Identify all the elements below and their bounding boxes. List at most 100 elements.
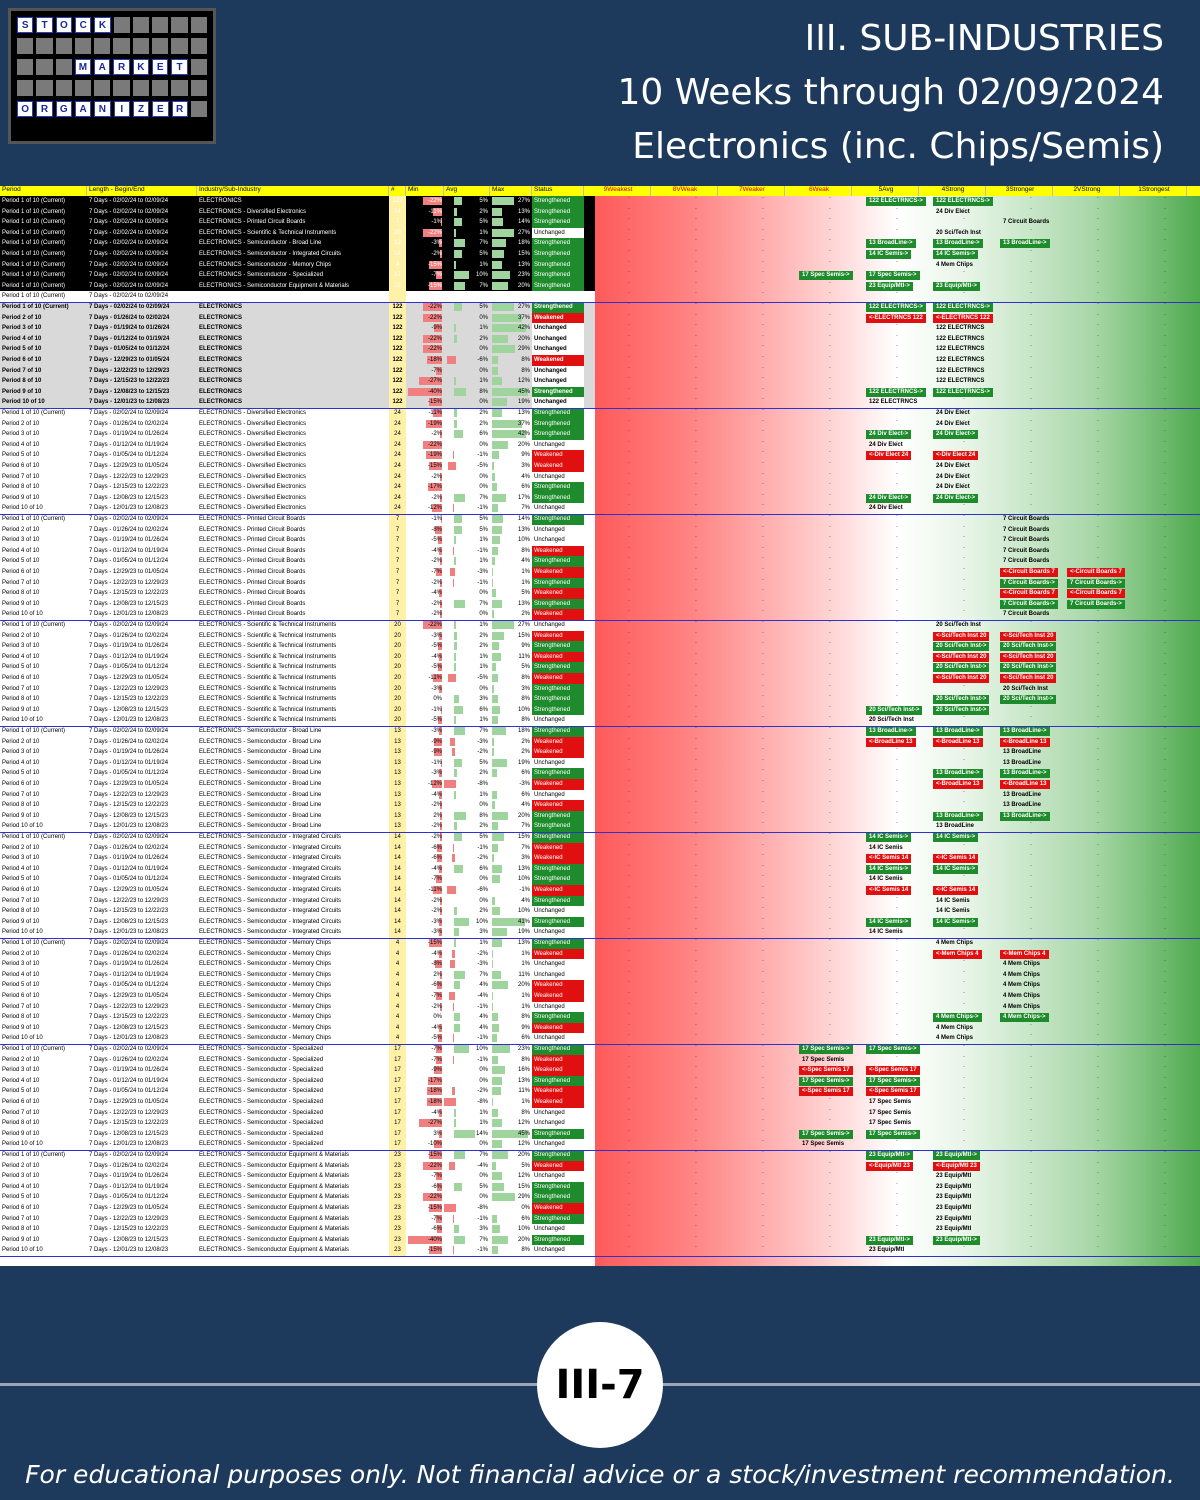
empty-bin-dot: . <box>963 1009 965 1016</box>
avg-bar <box>454 1235 465 1244</box>
column-header[interactable]: 2VStrong <box>1053 186 1120 196</box>
period-cell: Period 9 of 10 <box>2 494 40 501</box>
count-cell: 14 <box>389 906 406 917</box>
empty-bin-dot: . <box>628 542 630 550</box>
length-cell: 7 Days - 02/02/24 to 02/09/24 <box>89 516 169 522</box>
avg-value: 0% <box>479 876 488 883</box>
column-header[interactable]: 9Weakest <box>584 186 651 196</box>
min-cell: -3% <box>406 927 444 938</box>
column-header[interactable]: Industry/Sub-Industry <box>197 186 389 196</box>
column-header[interactable]: 3Stronger <box>986 186 1053 196</box>
avg-cell: 7% <box>444 599 490 610</box>
avg-cell: -8% <box>444 1097 490 1108</box>
column-header[interactable]: Length - Begin/End <box>87 186 197 196</box>
status-cell: Weakened <box>532 450 584 461</box>
empty-bin-dot: . <box>695 1147 697 1154</box>
avg-value: -3% <box>477 738 488 745</box>
avg-value: 10% <box>475 1046 488 1052</box>
min-value: -2% <box>431 908 442 915</box>
status-cell: Unchanged <box>532 715 584 726</box>
empty-bin-dot: . <box>896 1147 898 1154</box>
empty-bin-dot: . <box>762 1242 764 1250</box>
period-cell: Period 5 of 10 <box>2 664 40 671</box>
max-cell: 6% <box>490 1033 532 1044</box>
industry-cell: ELECTRONICS - Semiconductor - Integrated… <box>199 834 342 840</box>
period-cell: Period 1 of 10 (Current) <box>2 251 66 257</box>
empty-bin-dot: . <box>1097 998 1099 1006</box>
avg-value: 1% <box>479 653 488 660</box>
industry-cell: ELECTRONICS - Semiconductor - Broad Line <box>199 738 322 745</box>
min-value: -22% <box>427 229 442 236</box>
min-value: -3% <box>431 918 442 925</box>
table-row: Period 7 of 10 7 Days - 12/22/23 to 12/29… <box>0 895 595 907</box>
avg-value: 5% <box>479 198 488 204</box>
column-header[interactable]: 8VWeak <box>651 186 718 196</box>
max-value: 5% <box>521 590 530 597</box>
status-cell: Weakened <box>532 673 584 684</box>
industry-cell: ELECTRONICS - Printed Circuit Boards <box>199 569 306 575</box>
avg-bar <box>454 303 462 311</box>
avg-value: 7% <box>479 494 488 501</box>
column-header[interactable]: Period <box>0 186 87 196</box>
avg-value: 5% <box>479 526 488 533</box>
empty-bin-dot: . <box>963 500 965 508</box>
status-cell: Unchanged <box>532 969 584 981</box>
avg-value: 2% <box>479 208 488 215</box>
empty-bin-dot: . <box>1097 1041 1099 1048</box>
max-bar <box>492 621 514 629</box>
empty-bin-dot: . <box>1164 1009 1166 1017</box>
column-header[interactable]: # <box>389 186 406 196</box>
avg-cell: 5% <box>444 196 490 207</box>
empty-bin-dot: . <box>762 542 764 550</box>
max-value: 10% <box>517 706 530 713</box>
empty-bin-dot: . <box>1030 860 1032 868</box>
empty-bin-dot: . <box>762 235 764 243</box>
max-value: 13% <box>517 261 530 268</box>
empty-bin-dot: . <box>762 966 764 974</box>
max-cell: 1% <box>490 578 532 589</box>
avg-bar <box>454 970 465 979</box>
column-header[interactable]: 4Strong <box>919 186 986 196</box>
column-header[interactable]: Max <box>490 186 532 196</box>
column-header[interactable]: 1Strongest <box>1120 186 1187 196</box>
empty-bin-dot: . <box>1097 733 1099 741</box>
empty-bin-dot: . <box>963 670 965 677</box>
column-header[interactable]: 5Avg <box>852 186 919 196</box>
industry-cell: ELECTRONICS - Printed Circuit Boards <box>199 537 306 544</box>
empty-bin-dot: . <box>829 765 831 773</box>
empty-bin-dot: . <box>896 617 898 624</box>
max-cell: 8% <box>490 694 532 705</box>
empty-bin-dot: . <box>829 712 831 720</box>
min-cell: -7% <box>406 270 444 281</box>
column-header[interactable]: 7Weaker <box>718 186 785 196</box>
empty-bin-dot: . <box>1097 1009 1099 1017</box>
group-separator <box>0 302 1200 303</box>
column-header[interactable]: Avg <box>444 186 490 196</box>
length-cell: 7 Days - 01/19/24 to 01/26/24 <box>89 855 169 862</box>
empty-bin-dot: . <box>628 224 630 232</box>
period-cell: Period 3 of 10 <box>2 643 40 650</box>
min-cell: -7% <box>406 1214 444 1225</box>
empty-bin-dot: . <box>896 458 898 465</box>
table-row: Period 7 of 10 7 Days - 12/22/23 to 12/29… <box>0 683 595 695</box>
rank-bin-tag: 13 BroadLine <box>936 823 975 830</box>
max-bar <box>492 228 514 237</box>
status-cell: Weakened <box>532 312 584 324</box>
max-value: 45% <box>517 388 530 395</box>
empty-bin-dot: . <box>762 786 764 794</box>
rank-bin-tag: 4 Mem Chips <box>1003 961 1041 968</box>
min-cell: -4% <box>406 790 444 801</box>
empty-bin-dot: . <box>628 1242 630 1250</box>
min-value: -22% <box>427 1194 442 1201</box>
max-cell: 11% <box>490 652 532 663</box>
empty-bin-dot: . <box>1164 977 1166 985</box>
column-header[interactable]: Status <box>532 186 584 196</box>
max-value: -3% <box>519 781 530 787</box>
empty-bin-dot: . <box>1030 1231 1032 1239</box>
column-header[interactable]: Min <box>406 186 444 196</box>
count-cell: 23 <box>389 1160 406 1172</box>
column-header[interactable]: 6Weak <box>785 186 852 196</box>
max-cell: 2% <box>490 747 532 758</box>
max-value: 11% <box>518 971 530 978</box>
